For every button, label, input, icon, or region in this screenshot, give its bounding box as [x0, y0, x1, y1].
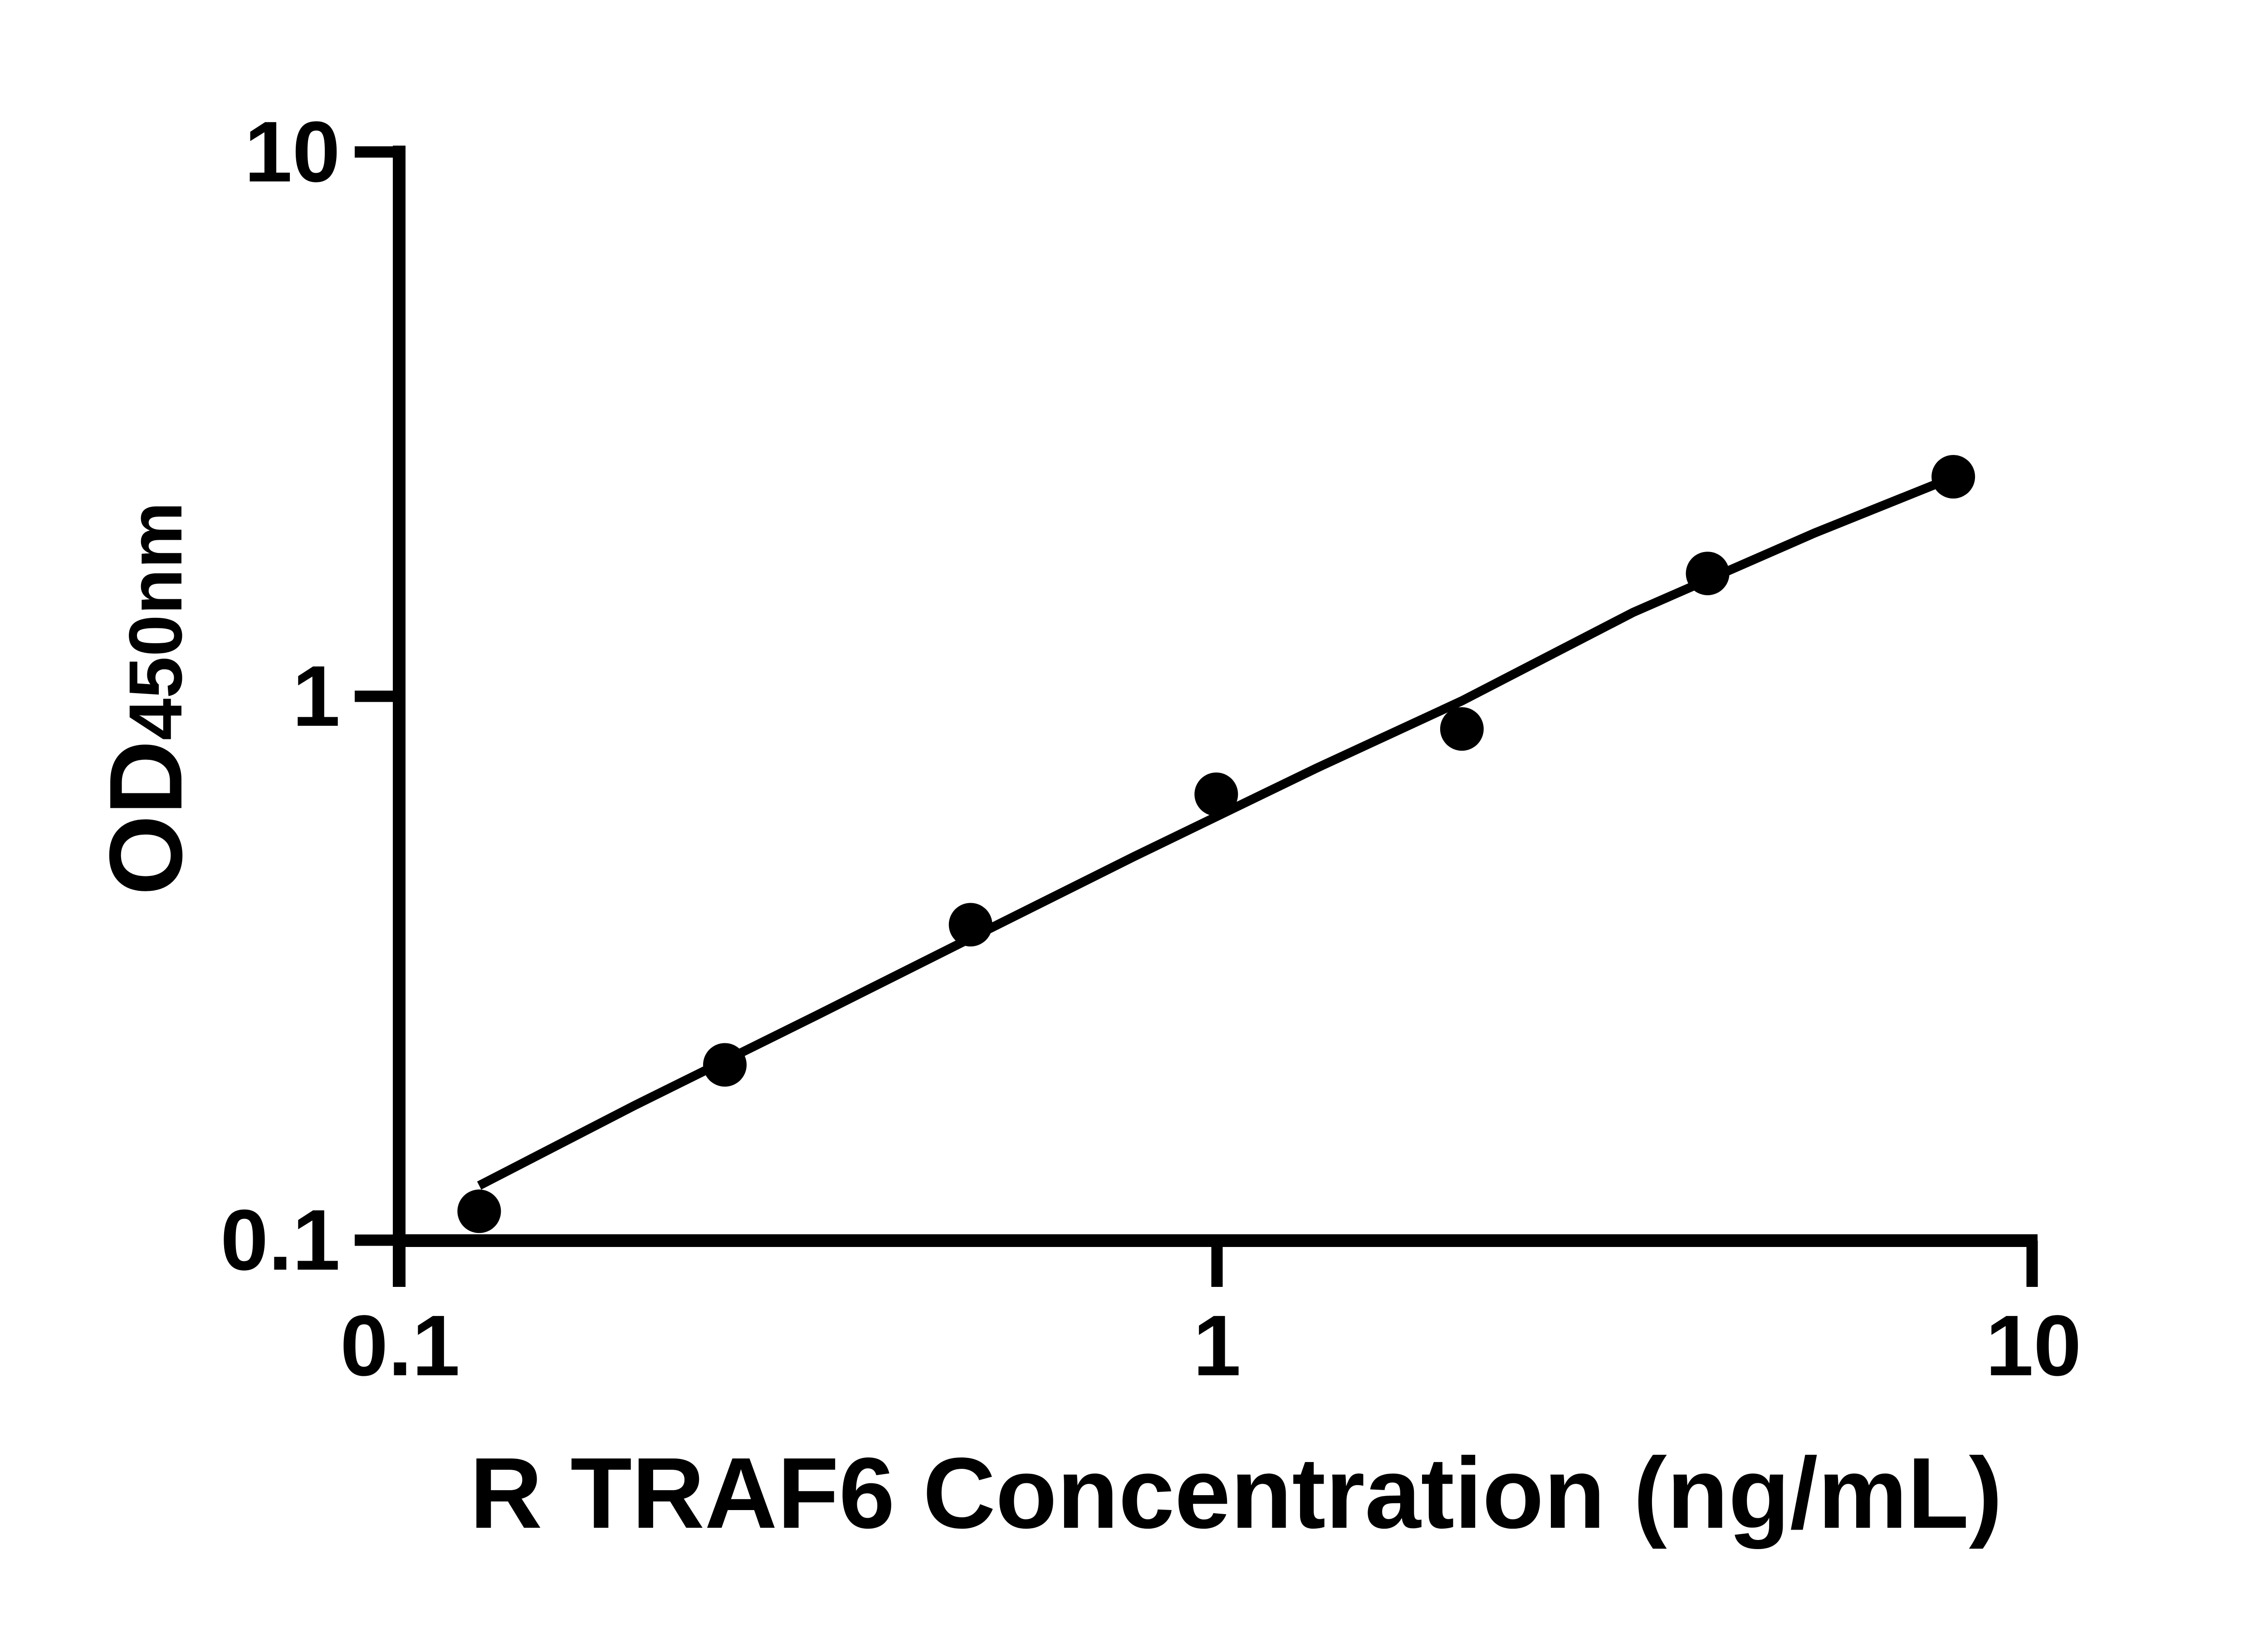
- axes: [355, 146, 2038, 1287]
- data-point: [703, 1043, 747, 1087]
- trend-line: [477, 473, 1955, 1190]
- plot-layer: [457, 455, 1975, 1233]
- data-point: [457, 1189, 501, 1233]
- x-tick-label-1: 1: [1193, 1298, 1241, 1394]
- y-axis-title-main: OD: [88, 740, 204, 895]
- y-tick-label-10: 10: [244, 104, 340, 200]
- data-point: [1440, 707, 1484, 751]
- x-axis-title: R TRAF6 Concentration (ng/mL): [469, 1437, 2002, 1550]
- y-tick-label-1: 1: [292, 648, 340, 744]
- tick-labels: 10 1 0.1 0.1 1 10: [220, 104, 2082, 1394]
- data-point: [948, 903, 992, 947]
- y-axis-title-sub: 450nm: [114, 502, 198, 740]
- x-tick-label-10: 10: [1985, 1298, 2081, 1394]
- data-point: [1931, 455, 1975, 499]
- y-axis-title: OD450nm: [88, 502, 204, 895]
- x-tick-label-0.1: 0.1: [340, 1298, 460, 1394]
- data-point: [1686, 552, 1730, 596]
- y-tick-label-0.1: 0.1: [220, 1192, 340, 1288]
- data-point: [1194, 772, 1238, 816]
